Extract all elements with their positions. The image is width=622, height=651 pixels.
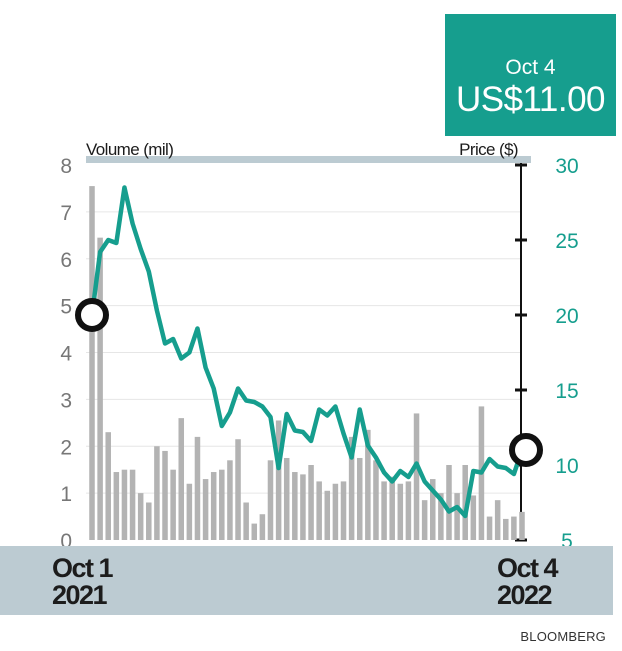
volume-bar [235,439,241,540]
volume-bar [421,500,428,540]
volume-bar [243,502,249,540]
left-axis-tick-label: 3 [60,389,72,412]
volume-gridlines [86,211,521,494]
volume-bar [146,502,152,540]
volume-bar [324,490,331,540]
volume-bar [356,457,363,540]
end-date-month: Oct 4 [497,553,559,583]
right-axis-tick-label: 30 [555,155,578,178]
volume-bar [162,450,168,540]
left-axis-tick-label: 7 [60,202,72,225]
callout-date: Oct 4 [505,56,556,79]
left-axis-title: Volume (mil) [86,140,173,159]
right-axis-ticks: 5 10 15 20 25 30 [515,155,579,553]
volume-bar [454,493,460,541]
volume-bar [519,511,525,541]
callout-price: US$11.00 [455,80,606,119]
volume-bar [292,472,298,540]
volume-bar [251,523,258,540]
volume-bar [405,481,412,540]
right-axis-tick-label: 15 [555,380,578,403]
volume-bar [316,481,322,540]
volume-bar [389,476,395,540]
right-axis-tick-label: 5 [561,530,573,553]
volume-bar [170,469,176,540]
volume-bar [413,413,420,540]
volume-bar [97,237,103,540]
source-credit: BLOOMBERG [520,629,606,644]
volume-bar [105,432,111,540]
volume-bar [186,483,193,540]
volume-bar [373,460,379,540]
volume-bar [202,479,209,540]
volume-bar [300,474,306,541]
start-price-marker [75,298,109,332]
start-date-year: 2021 [52,580,108,610]
volume-bar [308,465,314,540]
volume-bar [275,420,282,540]
volume-bar [430,479,436,540]
volume-bar [137,493,144,541]
date-axis-band: Oct 1 2021 Oct 4 2022 [0,546,613,615]
volume-bar [365,429,371,540]
volume-bar [259,514,266,540]
right-axis-tick-label: 10 [555,455,578,478]
volume-bar [486,516,493,540]
volume-bar [129,469,136,540]
volume-bar [113,472,120,540]
volume-bar [227,460,233,540]
volume-bar [210,472,217,540]
volume-bar [154,446,160,540]
volume-bar [219,469,225,540]
axis-header-bar [86,156,531,163]
volume-bar [340,481,347,540]
volume-bar [348,436,355,541]
volume-bar [470,495,477,540]
end-price-marker [509,433,543,467]
left-axis-ticks: 0 1 2 3 4 5 6 7 8 [60,155,72,553]
left-axis-tick-label: 6 [60,249,72,272]
left-axis-tick-label: 1 [60,483,72,506]
right-axis-tick-label: 25 [555,230,578,253]
volume-bar [446,465,452,540]
price-callout: Oct 4 US$11.00 [445,14,616,136]
volume-bar [178,418,185,541]
volume-bar [121,469,128,540]
left-axis-tick-label: 4 [60,343,72,366]
volume-bar [89,186,95,540]
volume-bar [503,518,509,540]
left-axis-tick-label: 0 [60,530,72,553]
start-date-label: Oct 1 2021 [52,553,114,610]
volume-bar [381,481,387,540]
volume-bar [194,436,201,541]
end-date-label: Oct 4 2022 [497,553,559,610]
volume-bar [332,483,339,540]
volume-bar [438,493,444,541]
volume-bar [494,500,501,540]
right-axis-title: Price ($) [459,140,518,159]
left-axis-tick-label: 2 [60,436,72,459]
price-line [89,185,525,519]
volume-bar [267,460,274,540]
volume-bar [462,465,468,540]
start-date-month: Oct 1 [52,553,114,583]
left-axis-tick-label: 8 [60,155,72,178]
right-axis-tick-label: 20 [555,305,578,328]
volume-bar [511,516,517,540]
end-date-year: 2022 [497,580,553,610]
volume-bar [283,457,290,540]
volume-bar [397,483,404,540]
volume-bars [89,186,525,541]
left-axis-tick-label: 5 [60,296,72,319]
